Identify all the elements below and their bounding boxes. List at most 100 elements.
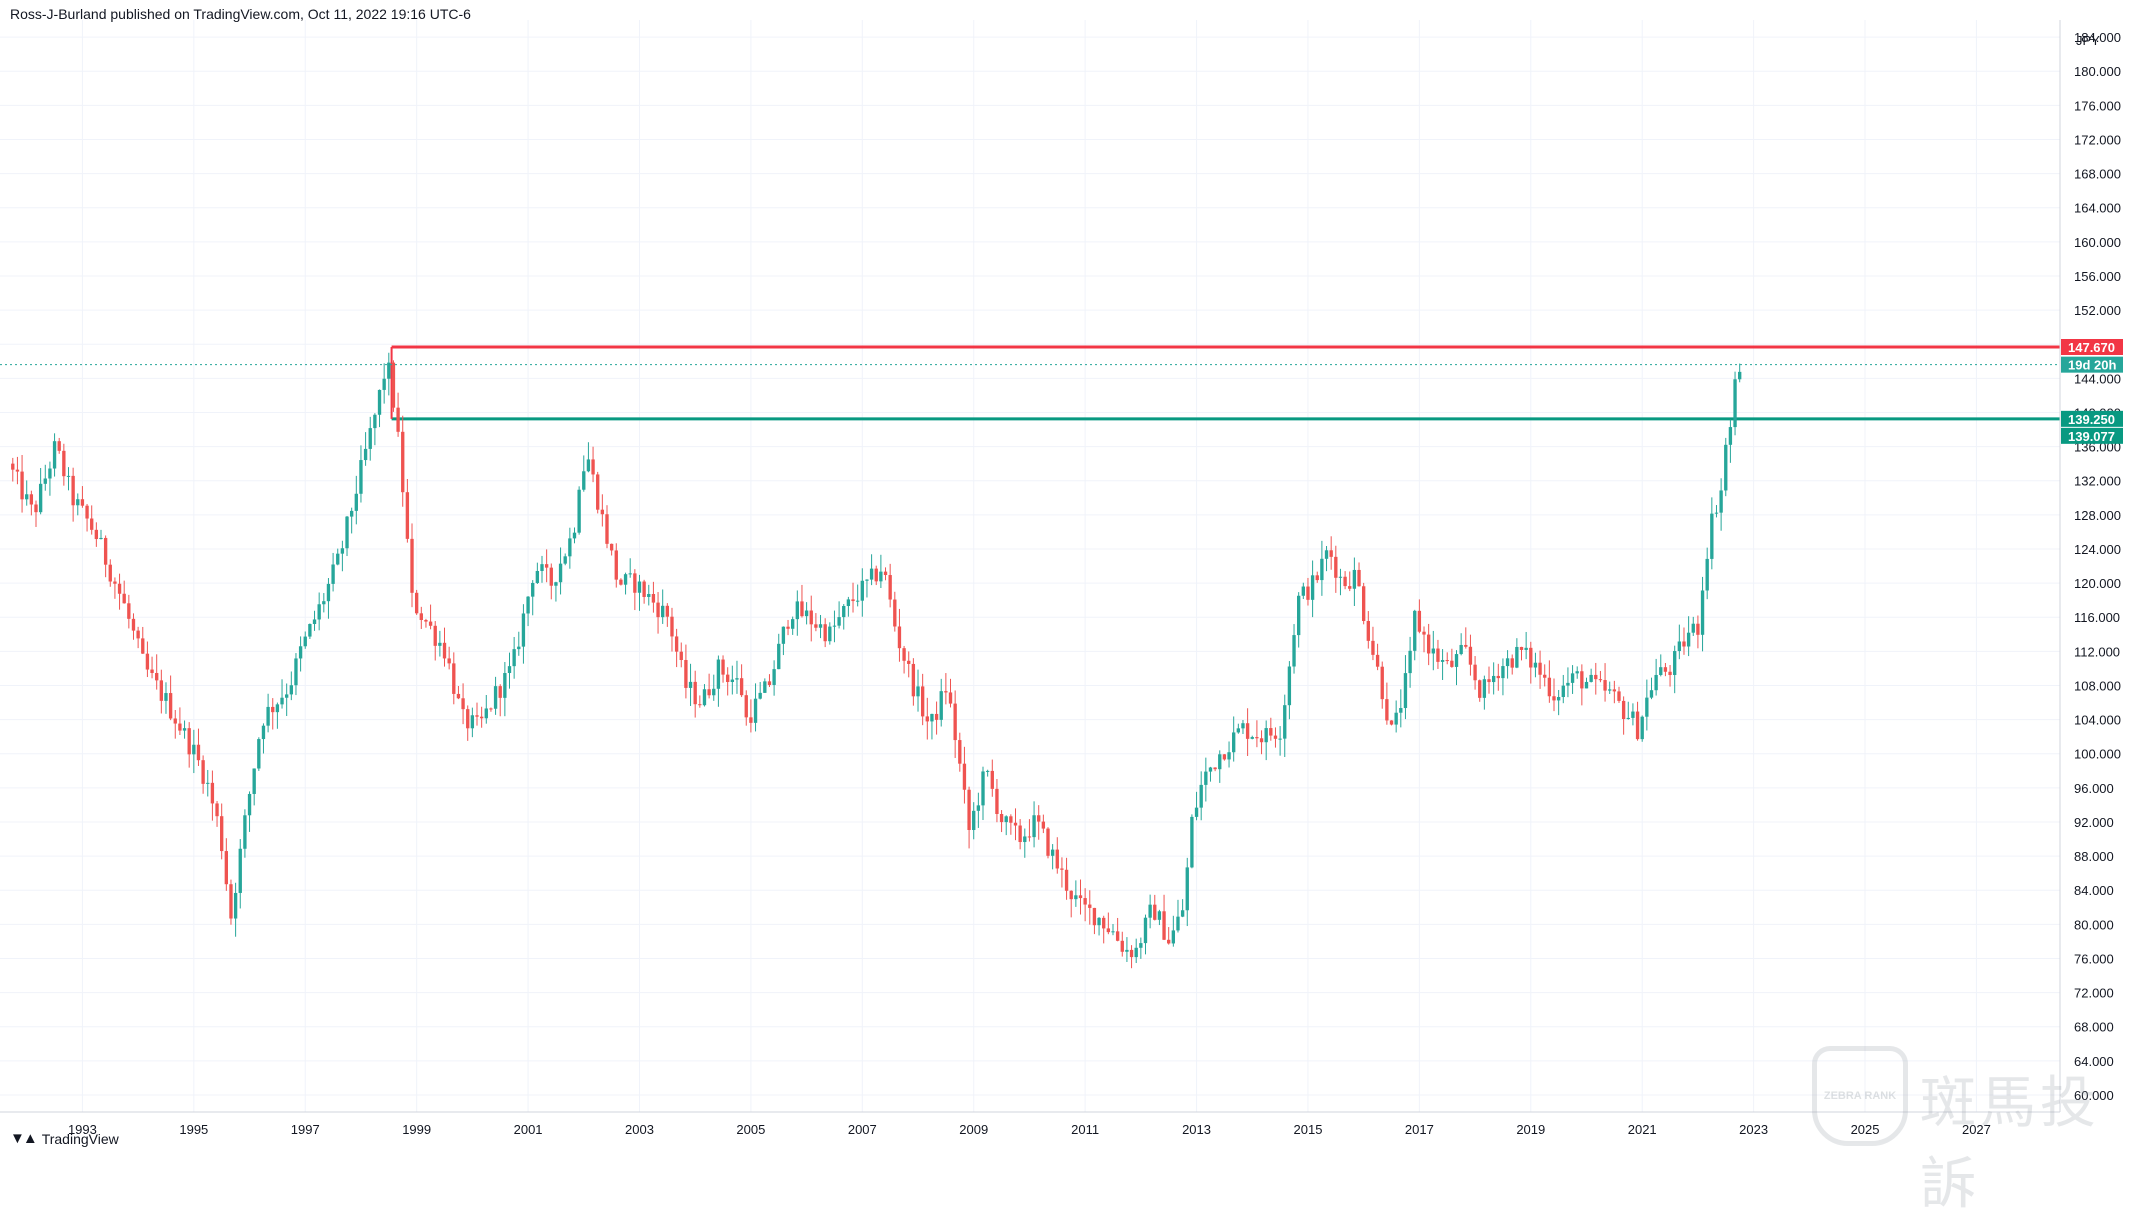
candle-body xyxy=(586,459,591,472)
candle-body xyxy=(563,556,567,564)
candle-body xyxy=(521,613,526,647)
candle-body xyxy=(837,617,841,626)
candle-body xyxy=(814,624,818,628)
candle-body xyxy=(479,716,484,719)
y-tick-label: 64.000 xyxy=(2074,1054,2114,1069)
tradingview-logo-icon: ▼▲ xyxy=(10,1130,38,1147)
candle-body xyxy=(698,704,702,706)
candle-body xyxy=(582,471,586,490)
publisher-header: Ross-J-Burland published on TradingView.… xyxy=(10,6,471,22)
x-tick-label: 1999 xyxy=(402,1122,431,1137)
candle-body xyxy=(976,805,981,811)
candle-body xyxy=(127,603,131,619)
candle-body xyxy=(609,543,614,551)
candle-body xyxy=(1236,728,1240,733)
candle-body xyxy=(220,816,224,852)
candle-body xyxy=(517,646,521,650)
x-tick-label: 1993 xyxy=(68,1122,97,1137)
y-tick-label: 184.000 xyxy=(2074,30,2121,45)
candle-body xyxy=(851,599,855,602)
footer-brand[interactable]: ▼▲ TradingView xyxy=(10,1130,119,1147)
candle-body xyxy=(108,564,112,582)
candle-body xyxy=(414,592,419,614)
candle-body xyxy=(1269,728,1273,736)
candle-body xyxy=(846,599,851,607)
candle-body xyxy=(767,681,772,685)
candle-body xyxy=(1283,705,1287,739)
candle-body xyxy=(1009,816,1013,823)
candle-body xyxy=(911,663,916,697)
candle-body xyxy=(1204,771,1208,785)
candle-body xyxy=(661,605,665,618)
candle-body xyxy=(1682,641,1686,647)
candle-body xyxy=(1538,662,1542,675)
candle-body xyxy=(1505,658,1510,667)
candle-body xyxy=(795,601,799,620)
candle-body xyxy=(424,620,428,622)
candle-body xyxy=(999,813,1004,823)
candle-body xyxy=(1055,849,1059,869)
candle-body xyxy=(1180,910,1185,917)
candle-body xyxy=(749,717,753,723)
candle-body xyxy=(90,518,94,530)
x-tick-label: 2019 xyxy=(1516,1122,1545,1137)
candle-body xyxy=(1213,767,1217,770)
candle-body xyxy=(401,431,405,493)
price-tag: 19d 20h xyxy=(2061,356,2123,373)
price-tag-label: 139.250 xyxy=(2068,412,2115,427)
price-tags: 147.670 19d 20h 139.250 139.077 xyxy=(2061,339,2123,444)
candle-body xyxy=(1724,444,1728,491)
candle-body xyxy=(475,715,479,717)
candle-body xyxy=(150,669,154,673)
candle-body xyxy=(1167,939,1171,944)
candle-body xyxy=(136,630,140,639)
candle-body xyxy=(804,610,809,617)
candle-body xyxy=(201,760,205,784)
candle-body xyxy=(349,510,354,517)
candle-body xyxy=(1334,556,1338,578)
candle-body xyxy=(11,463,15,470)
candle-body xyxy=(1635,711,1640,740)
candle-body xyxy=(1626,717,1630,720)
candle-body xyxy=(243,815,247,849)
candle-body xyxy=(38,483,43,513)
candle-body xyxy=(1250,737,1254,739)
candle-body xyxy=(619,579,623,585)
candle-body xyxy=(1696,623,1700,635)
candle-body xyxy=(1413,610,1417,651)
candle-body xyxy=(387,362,391,379)
candle-body xyxy=(670,616,674,637)
candle-body xyxy=(94,529,99,540)
candle-body xyxy=(1714,512,1719,514)
y-tick-label: 72.000 xyxy=(2074,986,2114,1001)
candle-body xyxy=(29,494,34,505)
candle-body xyxy=(907,660,911,664)
candle-body xyxy=(1338,576,1343,578)
candle-body xyxy=(461,698,465,710)
candle-body xyxy=(252,768,256,794)
candle-body xyxy=(832,625,837,627)
candle-body xyxy=(43,478,47,484)
candle-body xyxy=(247,793,252,816)
candle-body xyxy=(336,553,340,565)
candle-body xyxy=(879,571,883,582)
candle-body xyxy=(934,713,939,720)
candle-body xyxy=(916,686,920,697)
candle-body xyxy=(266,706,270,726)
candle-body xyxy=(1148,904,1152,918)
price-chart[interactable]: 1993 1995 1997 1999 2001 2003 2005 2007 2009 2011… xyxy=(0,0,2133,1154)
y-tick-label: 124.000 xyxy=(2074,542,2121,557)
candle-body xyxy=(1700,590,1705,635)
candle-body xyxy=(1320,558,1324,581)
candle-body xyxy=(1227,752,1231,760)
candle-body xyxy=(679,651,683,661)
candle-body xyxy=(981,771,985,806)
candle-body xyxy=(888,575,892,600)
candle-body xyxy=(920,686,925,717)
candle-body xyxy=(1046,828,1050,856)
candle-body xyxy=(1510,658,1514,668)
candle-body xyxy=(1018,825,1022,843)
candle-body xyxy=(860,580,864,601)
price-tag-bg xyxy=(2061,427,2123,444)
candle-body xyxy=(651,593,656,603)
